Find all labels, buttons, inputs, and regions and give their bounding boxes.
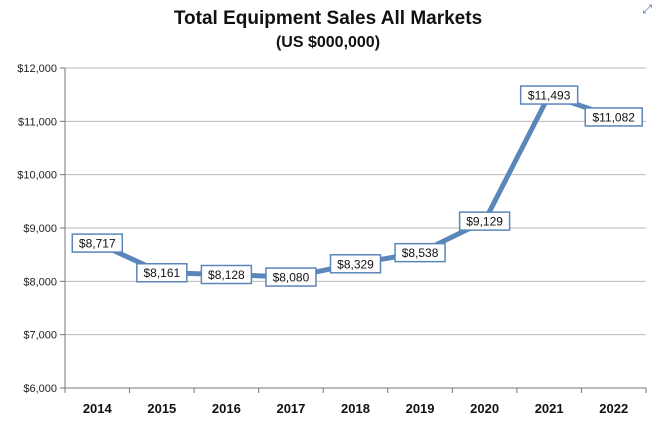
y-tick-label: $9,000 bbox=[23, 223, 57, 235]
data-label-box bbox=[584, 107, 643, 127]
y-tick-label: $11,000 bbox=[18, 116, 57, 128]
data-label: $8,080 bbox=[265, 267, 317, 287]
data-label: $8,717 bbox=[71, 233, 124, 253]
x-tick-label: 2019 bbox=[406, 401, 435, 416]
data-label-text: $9,129 bbox=[466, 215, 503, 229]
y-tick-label: $12,000 bbox=[17, 63, 57, 75]
y-tick-label: $8,000 bbox=[23, 276, 57, 288]
y-tick-label: $7,000 bbox=[23, 330, 57, 342]
data-label-text: $8,128 bbox=[208, 268, 245, 282]
data-label-box bbox=[265, 267, 317, 287]
data-labels: $8,717 $8,161 $8,128 $8,080 $8,329 $8,538 $9,1… bbox=[71, 85, 643, 287]
data-label: $8,329 bbox=[329, 254, 382, 274]
x-tick-label: 2016 bbox=[212, 401, 241, 416]
data-label-box bbox=[200, 264, 253, 285]
y-tick-label: $10,000 bbox=[17, 170, 57, 182]
x-tick-label: 2014 bbox=[83, 401, 113, 416]
data-label-box bbox=[329, 254, 382, 274]
x-tick-label: 2015 bbox=[147, 401, 176, 416]
x-tick-label: 2022 bbox=[599, 401, 628, 416]
data-label-text: $8,538 bbox=[402, 246, 439, 260]
data-label: $8,161 bbox=[136, 262, 188, 283]
gridlines bbox=[65, 67, 646, 389]
data-label: $11,493 bbox=[519, 85, 579, 105]
data-label-box bbox=[519, 85, 579, 105]
data-label: $8,128 bbox=[200, 264, 253, 285]
data-label-text: $8,717 bbox=[79, 237, 116, 251]
chart-subtitle: (US $000,000) bbox=[275, 34, 381, 51]
data-label: $9,129 bbox=[458, 211, 511, 231]
x-tick-label: 2017 bbox=[276, 401, 305, 416]
data-label-text: $8,080 bbox=[273, 271, 310, 285]
x-tick-label: 2020 bbox=[470, 401, 499, 416]
data-label: $11,082 bbox=[584, 107, 643, 127]
expand-icon[interactable]: ⤢ bbox=[642, 2, 652, 16]
data-label-box bbox=[394, 242, 446, 263]
series-line bbox=[94, 92, 617, 280]
data-label: $8,538 bbox=[394, 242, 446, 263]
chart-title: Total Equipment Sales All Markets bbox=[173, 8, 483, 29]
y-tick-label: $6,000 bbox=[23, 383, 57, 395]
data-label-box bbox=[136, 262, 188, 283]
data-label-text: $11,493 bbox=[528, 89, 571, 103]
data-label-text: $8,161 bbox=[143, 266, 180, 280]
x-tick-label: 2021 bbox=[535, 401, 564, 416]
series-line-path bbox=[94, 92, 617, 280]
x-tick-label: 2018 bbox=[341, 401, 370, 416]
data-label-box bbox=[71, 233, 124, 253]
data-label-text: $11,082 bbox=[592, 110, 635, 124]
data-label-box bbox=[458, 211, 511, 231]
data-label-text: $8,329 bbox=[337, 257, 374, 271]
axes: $6,000 $7,000 $8,000 $9,000 $10,000 $11,000 $1… bbox=[17, 63, 647, 416]
